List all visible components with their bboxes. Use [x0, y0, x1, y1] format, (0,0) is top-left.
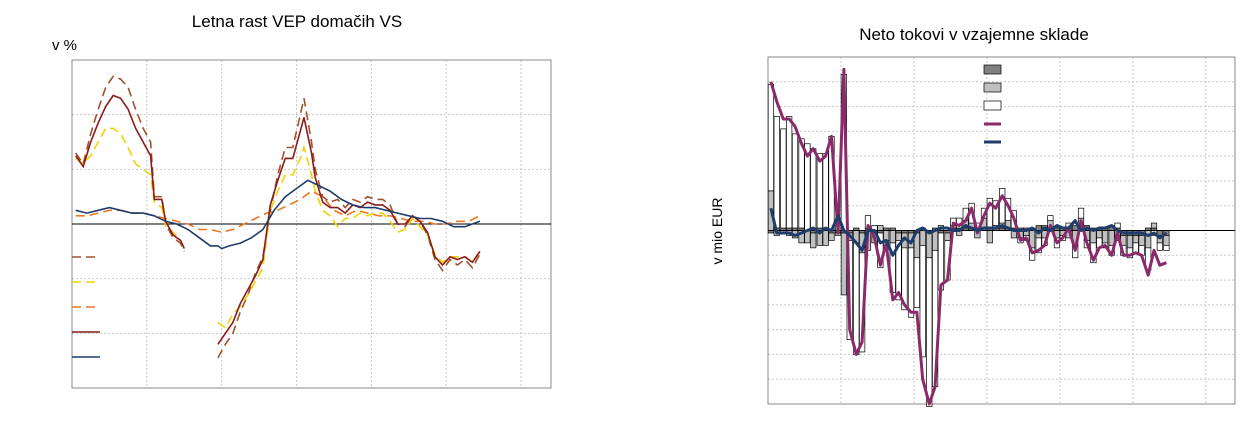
bar-segment: [927, 233, 932, 258]
net-flows-chart-svg: Neto tokovi v vzajemne sklade v mio EUR: [650, 0, 1245, 438]
bar-segment: [920, 231, 925, 246]
annual-growth-chart: Letna rast VEP domačih VS v %: [0, 0, 600, 438]
bar-segment: [927, 258, 932, 407]
bar-segment: [1048, 216, 1053, 221]
bar-segment: [1102, 231, 1107, 243]
bar-segment: [823, 154, 828, 228]
chart-title: Neto tokovi v vzajemne sklade: [859, 25, 1089, 44]
bar-segment: [768, 84, 773, 191]
legend-swatch: [984, 65, 1001, 74]
bar-segment: [878, 226, 883, 231]
bar-segment: [932, 231, 937, 251]
annual-growth-chart-svg: Letna rast VEP domačih VS v %: [0, 0, 600, 438]
bar-segment: [854, 243, 859, 355]
legend-swatch: [984, 101, 1001, 110]
bar-segment: [945, 233, 950, 240]
bar-segment: [841, 233, 846, 295]
legend-swatch: [984, 83, 1001, 92]
bar-segment: [1151, 223, 1156, 228]
bar-segment: [890, 231, 895, 243]
bar-segment: [817, 154, 822, 228]
bar-segment: [799, 139, 804, 228]
bar-segment: [811, 149, 816, 231]
series-line-1: [76, 76, 480, 358]
bar-segment: [811, 233, 816, 248]
bar-segment: [1097, 231, 1102, 238]
bar-segment: [1127, 235, 1132, 247]
net-flows-chart: Neto tokovi v vzajemne sklade v mio EUR: [650, 0, 1245, 438]
bar-segment: [781, 129, 786, 228]
bar-segment: [896, 233, 901, 240]
bar-segment: [1078, 208, 1083, 218]
y-axis-label: v %: [52, 37, 77, 54]
bar-segment: [914, 258, 919, 308]
bar-segment: [1133, 235, 1138, 242]
bar-segment: [774, 116, 779, 228]
bar-segment: [908, 248, 913, 317]
series-line-2: [76, 128, 480, 328]
bar-segment: [823, 231, 828, 246]
bar-segment: [938, 233, 943, 290]
bar-segment: [786, 116, 791, 228]
chart-title: Letna rast VEP domačih VS: [192, 12, 402, 31]
bar-segment: [792, 134, 797, 228]
y-axis-label: v mio EUR: [709, 198, 725, 265]
bar-segment: [1164, 235, 1169, 245]
bar-segment: [1091, 231, 1096, 243]
bar-segment: [987, 231, 992, 243]
series-line-4: [76, 96, 480, 345]
bar-segment: [999, 188, 1004, 223]
bar-segment: [1139, 235, 1144, 245]
bar-segment: [829, 233, 834, 240]
bar-segment: [1157, 243, 1162, 250]
bar-segment: [1164, 245, 1169, 250]
